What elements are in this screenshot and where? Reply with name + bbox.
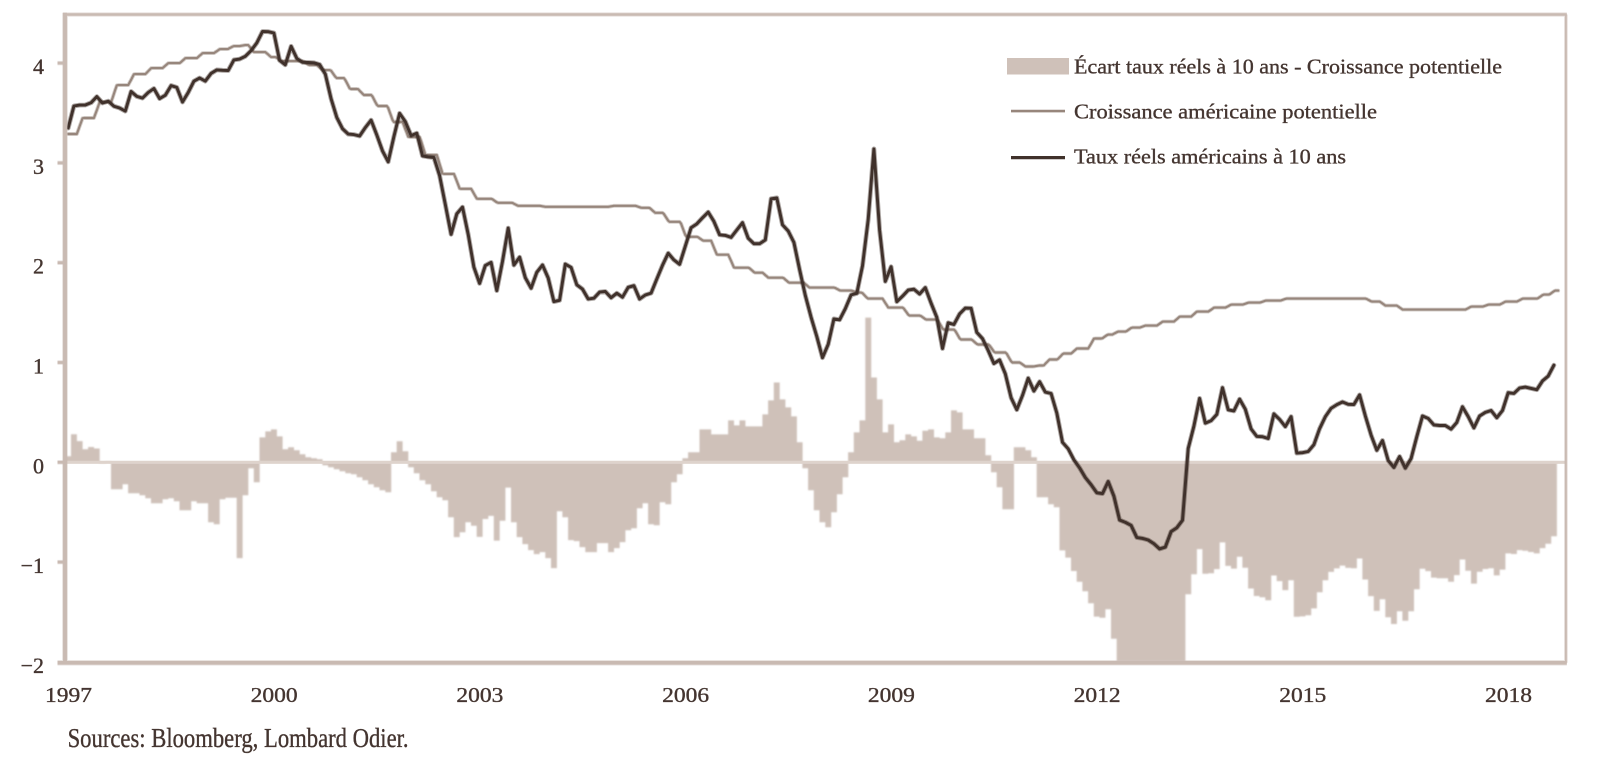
svg-text:4: 4	[33, 54, 44, 79]
svg-text:1: 1	[33, 354, 44, 379]
svg-text:Sources: Bloomberg, Lombard Od: Sources: Bloomberg, Lombard Odier.	[68, 723, 409, 753]
svg-text:2: 2	[33, 254, 44, 279]
svg-text:2015: 2015	[1279, 683, 1326, 707]
svg-text:Croissance américaine potentie: Croissance américaine potentielle	[1074, 99, 1377, 123]
svg-text:2012: 2012	[1074, 683, 1121, 707]
svg-text:−2: −2	[21, 653, 44, 678]
svg-text:3: 3	[33, 154, 44, 179]
svg-text:2009: 2009	[868, 683, 915, 707]
svg-text:Taux réels américains à 10 ans: Taux réels américains à 10 ans	[1074, 145, 1346, 169]
svg-text:2006: 2006	[662, 683, 709, 707]
svg-text:0: 0	[33, 453, 44, 478]
svg-text:2018: 2018	[1485, 683, 1532, 707]
svg-text:−1: −1	[21, 553, 44, 578]
svg-text:2003: 2003	[456, 683, 503, 707]
svg-text:Écart taux réels à 10 ans - Cr: Écart taux réels à 10 ans - Croissance p…	[1074, 54, 1502, 78]
svg-text:1997: 1997	[45, 683, 92, 707]
svg-text:2000: 2000	[251, 683, 298, 707]
